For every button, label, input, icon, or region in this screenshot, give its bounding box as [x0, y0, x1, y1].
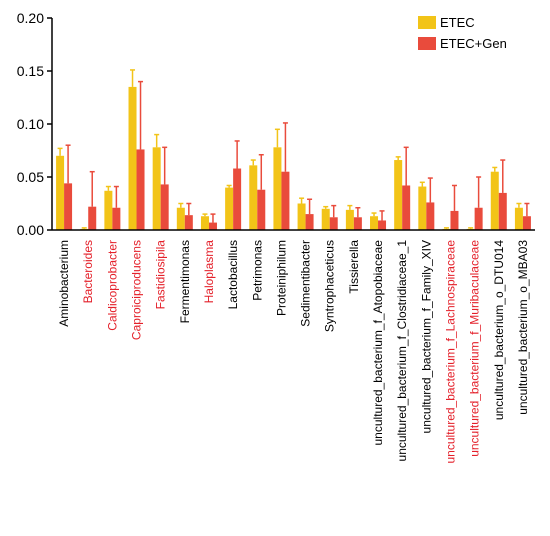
category-label: Lactobacillus: [226, 240, 240, 309]
bar-etec: [104, 190, 113, 230]
bar-etec: [490, 171, 499, 230]
bar-etec-gen: [281, 171, 290, 230]
legend: ETEC ETEC+Gen: [418, 15, 507, 51]
category-label: Bacteroides: [81, 240, 95, 303]
category-label: Fastidiosipila: [154, 240, 168, 310]
bar-etec: [225, 187, 234, 230]
bar-etec: [370, 216, 379, 230]
bar-etec-gen: [426, 202, 435, 230]
category-label: uncultured_bacterium_o_MBA03: [516, 240, 530, 415]
y-tick-label: 0.10: [17, 116, 44, 132]
bar-etec-gen: [378, 220, 387, 230]
bar-etec: [273, 147, 282, 230]
bar-etec-gen: [112, 207, 121, 230]
category-label: Syntrophaceticus: [323, 240, 337, 332]
bar-etec-gen: [184, 215, 193, 230]
y-tick-label: 0.05: [17, 169, 44, 185]
bar-etec-gen: [233, 168, 242, 230]
bar-etec-gen: [498, 192, 507, 230]
bar-etec: [297, 203, 306, 230]
y-tick-label: 0.15: [17, 63, 44, 79]
y-axis: 0.00 0.05 0.10 0.15 0.20: [17, 10, 53, 238]
bar-etec-gen: [450, 210, 459, 230]
bar-etec: [128, 86, 137, 231]
bar-etec-gen: [329, 217, 338, 230]
category-label: Petrimonas: [250, 240, 264, 301]
category-label: Haloplasma: [202, 240, 216, 304]
bar-etec-gen: [136, 149, 145, 230]
category-label: Caldicoprobacter: [105, 240, 119, 331]
x-axis: Aminobacterium Bacteroides Caldicoprobacte…: [52, 229, 535, 464]
legend-swatch: [418, 37, 436, 50]
bar-etec-gen: [64, 183, 73, 230]
bar-etec: [200, 216, 209, 230]
category-label: uncultured_bacterium_f_Family_XIV: [419, 240, 433, 433]
bar-etec-gen: [402, 185, 411, 230]
bar-etec-gen: [208, 222, 217, 230]
category-label: Caproiciproducens: [130, 240, 144, 340]
bars: [56, 69, 531, 231]
category-label: Fermentimonas: [178, 240, 192, 323]
bar-etec-gen: [88, 206, 97, 230]
category-label: Tissierella: [347, 240, 361, 294]
bar-etec-gen: [305, 214, 314, 230]
bar-etec: [176, 207, 185, 230]
bar-etec: [418, 186, 427, 230]
category-label: Proteiniphilum: [274, 240, 288, 316]
category-label: uncultured_bacterium_f_Lachnospiraceae: [443, 240, 457, 464]
legend-swatch: [418, 16, 436, 29]
bar-etec: [321, 208, 330, 230]
legend-label: ETEC: [440, 15, 475, 30]
bar-etec: [514, 207, 523, 230]
bar-etec: [56, 155, 65, 230]
y-tick-label: 0.00: [17, 222, 44, 238]
bar-etec: [249, 165, 258, 230]
bar-etec-gen: [257, 189, 266, 230]
category-label: uncultured_bacterium_f_Muribaculaceae: [468, 240, 482, 457]
bar-etec: [152, 147, 161, 230]
category-label: Sedimentibacter: [299, 240, 313, 327]
bar-etec-gen: [353, 217, 362, 230]
bar-etec: [394, 160, 403, 230]
bar-etec-gen: [160, 184, 169, 230]
category-label: Aminobacterium: [57, 240, 71, 327]
category-label: uncultured_bacterium_f_Atopobiaceae: [371, 240, 385, 446]
y-tick-label: 0.20: [17, 10, 44, 26]
bar-etec-gen: [522, 216, 531, 230]
bar-etec: [345, 209, 354, 230]
bar-etec-gen: [474, 207, 483, 230]
category-label: uncultured_bacterium_f_Clostridiaceae_1: [395, 240, 409, 462]
legend-label: ETEC+Gen: [440, 36, 507, 51]
category-label: uncultured_bacterium_o_DTU014: [492, 240, 506, 420]
